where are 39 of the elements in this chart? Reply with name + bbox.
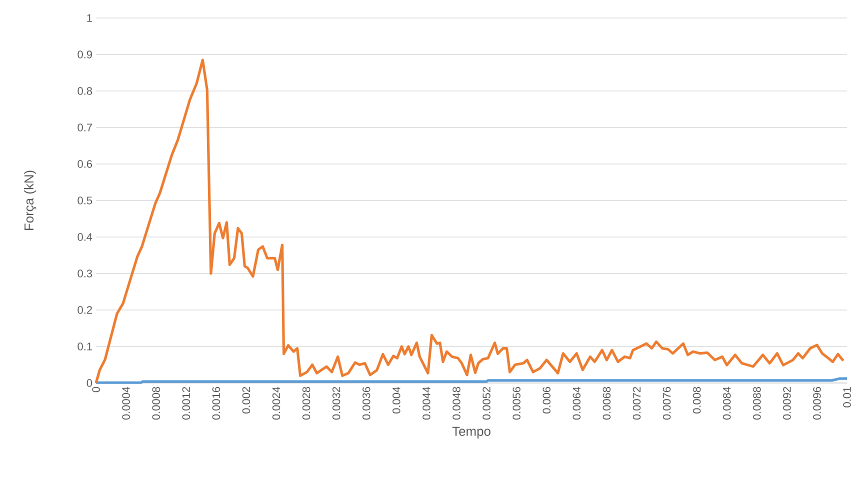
x-tick-label: 0 [92, 386, 100, 392]
x-tick-label: 0.0032 [332, 387, 340, 420]
x-tick-label: 0.0068 [602, 386, 611, 420]
x-tick-label: 0.0024 [272, 386, 280, 420]
x-tick-label: 0.0088 [753, 386, 761, 420]
x-tick-label: 0.0096 [813, 386, 821, 420]
y-tick-label: 0.5 [78, 196, 92, 204]
y-tick-label: 0.8 [78, 87, 92, 95]
x-tick-label: 0.008 [692, 386, 701, 414]
y-axis-title: Força (kN) [24, 170, 36, 230]
y-tick-label: 0.2 [78, 306, 92, 314]
x-tick-label: 0.0004 [122, 386, 130, 420]
x-tick-label: 0.0012 [182, 387, 190, 420]
x-tick-label: 0.0048 [452, 386, 460, 420]
y-tick-label: 0.4 [78, 233, 92, 241]
x-tick-label: 0.0028 [302, 386, 310, 420]
x-tick-label: 0.0056 [512, 386, 520, 420]
x-tick-label: 0.0008 [152, 386, 160, 420]
x-tick-label: 0.004 [392, 386, 400, 414]
x-tick-label: 0.0084 [722, 386, 731, 420]
y-tick-label: 1 [87, 14, 92, 22]
y-tick-label: 0 [86, 379, 92, 387]
x-tick-label: 0.0076 [662, 386, 671, 420]
y-tick-label: 0.6 [78, 160, 92, 168]
x-tick-label: 0.0092 [783, 387, 791, 420]
x-tick-label: 0.0072 [632, 387, 641, 420]
y-tick-label: 0.1 [78, 342, 92, 350]
y-tick-label: 0.9 [78, 50, 92, 58]
x-tick-label: 0.0036 [362, 386, 370, 420]
x-tick-label: 0.0044 [422, 386, 430, 420]
x-tick-label: 0.0016 [212, 386, 220, 420]
x-tick-label: 0.0052 [482, 387, 490, 420]
x-axis-title: Tempo [452, 426, 490, 438]
x-tick-label: 0.002 [242, 387, 250, 414]
y-tick-label: 0.3 [78, 270, 92, 278]
x-tick-label: 0.0064 [572, 386, 581, 420]
y-tick-label: 0.7 [78, 124, 92, 132]
x-tick-label: 0.006 [542, 386, 550, 414]
x-tick-label: 0.01 [843, 387, 851, 408]
